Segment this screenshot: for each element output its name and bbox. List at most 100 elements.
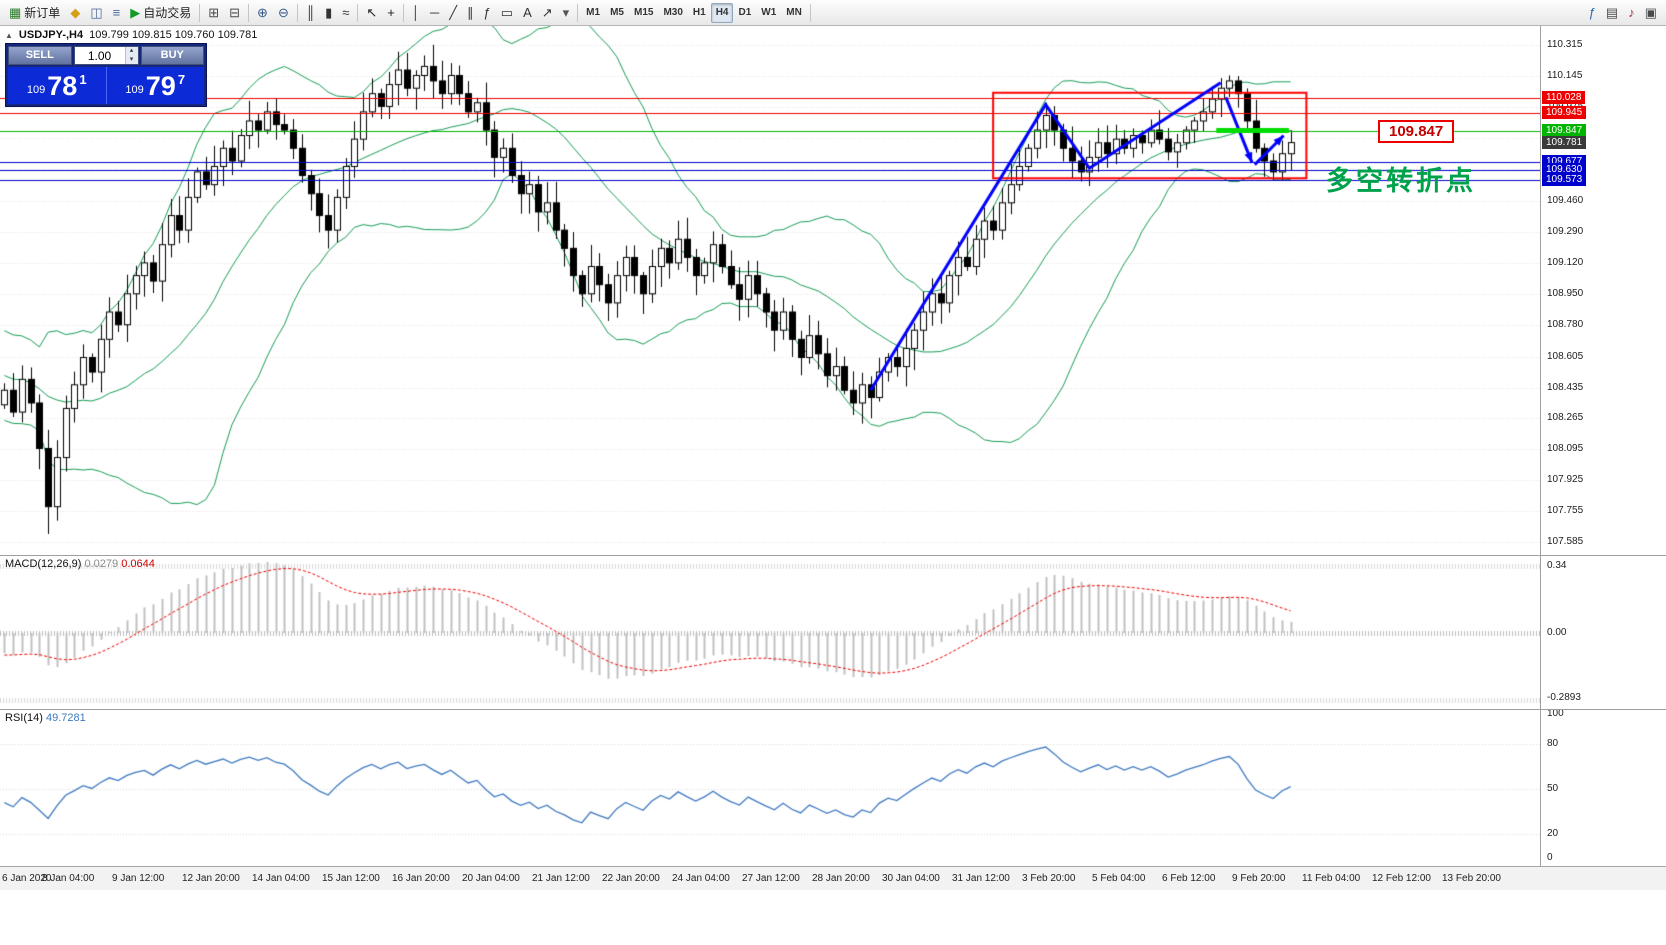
fibonacci-button[interactable]: ƒ (479, 3, 496, 23)
bid-prefix: 109 (26, 84, 46, 96)
price-axis-label: 108.095 (1547, 443, 1584, 455)
time-axis-label: 31 Jan 12:00 (952, 873, 1010, 884)
macd-signal-value: 0.0644 (121, 558, 155, 570)
rsi-axis-label: 20 (1547, 828, 1559, 839)
price-axis-label: 107.585 (1547, 536, 1584, 548)
bar-chart-button[interactable]: ║ (301, 3, 320, 23)
toolbar-separator (296, 3, 298, 22)
trendline-icon: ╱ (449, 5, 458, 20)
time-axis-label: 27 Jan 12:00 (742, 873, 800, 884)
price-line-badge: 109.945 (1542, 105, 1587, 119)
volume-up-icon[interactable]: ▴ (129, 47, 134, 54)
tile-windows-button[interactable]: ⊞ (203, 3, 224, 23)
text-icon: A (523, 5, 532, 20)
shapes-button[interactable]: ▭ (496, 3, 518, 23)
navigator-button[interactable]: ≡ (108, 3, 126, 23)
zoom-out-button[interactable]: ⊖ (273, 3, 294, 23)
ask-pip: 7 (177, 71, 186, 87)
indicators-icon: ƒ (1588, 5, 1596, 20)
chart-ohlc-values: 109.799 109.815 109.760 109.781 (89, 29, 258, 41)
volume-down-icon[interactable]: ▾ (129, 55, 134, 63)
objects-more-button[interactable]: ▾ (558, 3, 575, 23)
zoom-in-button[interactable]: ⊕ (252, 3, 273, 23)
data-window-button[interactable]: ◫ (85, 3, 107, 23)
autotrading-button-label: 自动交易 (143, 6, 192, 20)
time-axis-label: 30 Jan 04:00 (882, 873, 940, 884)
arrow-object-icon: ↗ (541, 5, 553, 20)
main-toolbar: ▦ 新订单 ◆ ◫ ≡ ▶ 自动交易 ⊞ ⊟ ⊕ ⊖ ║ ▮ ≈ ↖ + │ ─ ╱ ∥ ƒ ▭ A ↗ ▾ M1 M5 M15 M30… (0, 0, 1666, 26)
chart-canvas[interactable] (0, 26, 1540, 866)
autotrading-play-icon: ▶ (130, 5, 141, 20)
market-watch-button[interactable]: ◆ (65, 3, 85, 23)
rsi-name: RSI(14) (5, 712, 43, 724)
autotrading-button[interactable]: ▶ 自动交易 (125, 3, 196, 23)
price-callout-label[interactable]: 109.847 (1378, 120, 1455, 143)
price-axis-label: 109.290 (1547, 225, 1584, 237)
timeframe-h4[interactable]: H4 (710, 2, 734, 23)
timeframe-h1-label: H1 (692, 6, 706, 18)
bid-price-button[interactable]: 109 78 1 (8, 67, 106, 104)
crosshair-button[interactable]: + (382, 3, 400, 23)
time-axis-label: 8 Jan 04:00 (42, 873, 95, 884)
timeframe-m1[interactable]: M1 (581, 3, 605, 23)
time-axis[interactable]: 6 Jan 2020 8 Jan 04:00 9 Jan 12:00 12 Jan 2… (0, 866, 1666, 890)
new-order-button[interactable]: ▦ 新订单 (4, 3, 65, 23)
templates-button[interactable]: ▤ (1601, 3, 1623, 23)
new-order-icon: ▦ (9, 5, 22, 20)
timeframe-m15[interactable]: M15 (629, 3, 658, 23)
time-axis-label: 15 Jan 12:00 (322, 873, 380, 884)
toolbar-right-group: ƒ ▤ ♪ ▣ (1584, 3, 1662, 23)
buy-button[interactable]: BUY (140, 46, 204, 65)
time-axis-label: 5 Feb 04:00 (1092, 873, 1146, 884)
timeframe-m5[interactable]: M5 (605, 3, 629, 23)
candlestick-chart-button[interactable]: ▮ (320, 3, 337, 23)
sell-button[interactable]: SELL (8, 46, 72, 65)
macd-indicator-label: MACD(12,26,9) 0.0279 0.0644 (5, 558, 155, 570)
timeframe-m5-label: M5 (610, 6, 624, 18)
time-axis-label: 13 Feb 20:00 (1442, 873, 1501, 884)
time-axis-label: 16 Jan 20:00 (392, 873, 450, 884)
horizontal-line-button[interactable]: ─ (425, 3, 444, 23)
trendline-button[interactable]: ╱ (444, 3, 462, 23)
timeframe-w1[interactable]: W1 (756, 3, 781, 23)
timeframe-h1[interactable]: H1 (688, 3, 711, 23)
templates-icon: ▤ (1605, 5, 1619, 20)
text-button[interactable]: A (518, 3, 537, 23)
volume-input[interactable] (74, 47, 125, 64)
timeframe-d1[interactable]: D1 (733, 3, 756, 23)
one-click-collapse-icon[interactable]: ▲ (5, 30, 13, 40)
turning-point-annotation[interactable]: 多空转折点 (1326, 166, 1476, 196)
macd-main-value: 0.0279 (84, 558, 119, 570)
time-axis-label: 22 Jan 20:00 (602, 873, 660, 884)
alerts-button[interactable]: ♪ (1623, 3, 1640, 23)
zoom-out-icon: ⊖ (277, 5, 289, 20)
chevron-down-icon: ▾ (562, 5, 570, 20)
cursor-button[interactable]: ↖ (361, 3, 382, 23)
price-axis-label: 107.755 (1547, 505, 1584, 517)
pane-divider[interactable] (0, 709, 1666, 710)
timeframe-mn[interactable]: MN (781, 3, 807, 23)
timeframe-m30[interactable]: M30 (658, 3, 687, 23)
timeframe-mn-label: MN (786, 6, 802, 18)
macd-axis-label: -0.2893 (1547, 692, 1581, 703)
toolbar-separator (199, 3, 201, 22)
mailbox-button[interactable]: ▣ (1640, 3, 1662, 23)
price-axis[interactable]: 110.315110.145109.975109.805109.635109.4… (1540, 26, 1666, 866)
rsi-axis-label: 100 (1547, 708, 1564, 719)
pane-divider[interactable] (0, 555, 1666, 556)
channel-icon: ∥ (467, 5, 474, 20)
price-axis-label: 108.265 (1547, 412, 1584, 424)
vertical-line-button[interactable]: │ (407, 3, 425, 23)
indicators-button[interactable]: ƒ (1584, 3, 1601, 23)
macd-axis-label: 0.00 (1547, 627, 1567, 638)
price-line-badge: 110.028 (1542, 90, 1586, 104)
chart-window: ▲ USDJPY-,H4 109.799 109.815 109.760 109… (0, 26, 1666, 945)
arrows-button[interactable]: ↗ (537, 3, 558, 23)
line-chart-button[interactable]: ≈ (337, 3, 354, 23)
channel-button[interactable]: ∥ (462, 3, 479, 23)
ask-price-button[interactable]: 109 79 7 (107, 67, 205, 104)
one-click-trading-panel: SELL ▴ ▾ BUY 109 78 1 109 79 7 (5, 43, 207, 107)
bid-main: 78 (47, 70, 78, 101)
cascade-windows-button[interactable]: ⊟ (224, 3, 245, 23)
timeframe-m30-label: M30 (663, 6, 683, 18)
